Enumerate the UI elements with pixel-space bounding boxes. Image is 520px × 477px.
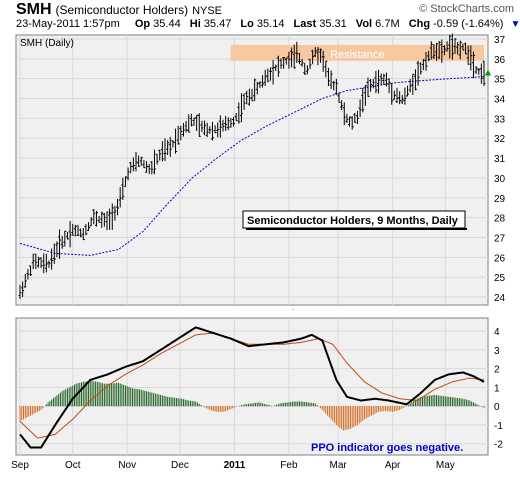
quote-low: Lo 35.14 (240, 18, 285, 30)
price-y-tick-label: 24 (494, 293, 506, 304)
quote-datetime: 23-May-2011 1:57pm (16, 18, 120, 30)
price-x-tick-label: Apr (385, 309, 401, 310)
ppo-x-tick-label: Apr (385, 460, 401, 471)
quote-open: Op 35.44 (134, 18, 181, 30)
ppo-plot-area (15, 317, 489, 456)
ppo-note: PPO indicator goes negative. (311, 442, 463, 454)
ppo-x-tick-label: Dec (171, 460, 189, 471)
price-y-tick-label: 27 (494, 234, 506, 245)
quote-high: Hi 35.47 (189, 18, 232, 30)
ppo-y-tick-label: 2 (494, 365, 500, 376)
last-price-arrow-icon (485, 69, 491, 76)
ppo-signal-line (19, 332, 485, 439)
ppo-y-tick-label: 4 (494, 327, 500, 338)
company-name: (Semiconductor Holders) (55, 3, 189, 17)
ppo-y-tick-label: -1 (494, 421, 503, 432)
ppo-y-tick-label: 3 (494, 346, 500, 357)
chart-header: SMH (Semiconductor Holders) NYSE © Stock… (16, 1, 520, 35)
quote-line: 23-May-2011 1:57pm Op 35.44 Hi 35.47 Lo … (16, 18, 520, 30)
ppo-x-tick-label: May (436, 460, 455, 471)
price-y-tick-label: 34 (494, 95, 506, 106)
price-y-tick-label: 29 (494, 194, 506, 205)
down-triangle-icon: ▼ (510, 19, 520, 30)
moving-average-line (19, 76, 485, 256)
price-y-tick-label: 25 (494, 273, 506, 284)
ticker-symbol: SMH (16, 1, 52, 18)
price-y-tick-label: 33 (494, 114, 506, 125)
price-y-tick-label: 32 (494, 134, 506, 145)
price-x-tick-label: Sep (11, 309, 29, 310)
price-x-tick-label: Nov (118, 309, 136, 310)
price-x-tick-label: 2011 (224, 309, 246, 310)
price-plot-area (15, 34, 489, 306)
chart-annotation: Semiconductor Holders, 9 Months, Daily (247, 215, 459, 227)
ppo-x-tick-label: Mar (330, 460, 348, 471)
ppo-x-tick-label: Feb (280, 460, 298, 471)
price-y-tick-label: 31 (494, 154, 506, 165)
price-y-tick-label: 28 (494, 214, 506, 225)
price-x-tick-label: Feb (280, 309, 298, 310)
ppo-y-tick-label: 0 (494, 402, 500, 413)
price-x-tick-label: Mar (330, 309, 348, 310)
exchange-name: NYSE (192, 5, 223, 17)
quote-change: Chg -0.59 (-1.64%) (408, 18, 504, 30)
price-x-tick-label: May (436, 309, 455, 310)
ppo-x-tick-label: Nov (118, 460, 136, 471)
ppo-x-tick-label: 2011 (224, 460, 246, 471)
price-y-tick-label: 26 (494, 253, 506, 264)
price-y-tick-label: 30 (494, 174, 506, 185)
ppo-y-tick-label: 1 (494, 383, 500, 394)
price-y-tick-label: 37 (494, 35, 506, 46)
ppo-x-tick-label: Sep (11, 460, 29, 471)
ppo-panel: -2 -1 0 1 2 3 4 Sep Oct Nov Dec 2011 Feb Mar Apr May PP… (11, 317, 503, 471)
ppo-y-tick-label: -2 (494, 440, 503, 451)
resistance-label: Resistance (330, 49, 384, 61)
watermark: © StockCharts.com (419, 3, 514, 15)
price-x-tick-label: Oct (65, 309, 81, 310)
title-line: SMH (Semiconductor Holders) NYSE (16, 1, 222, 19)
ppo-x-tick-label: Oct (65, 460, 81, 471)
price-y-tick-label: 36 (494, 55, 506, 66)
price-x-tick-label: Dec (171, 309, 189, 310)
ppo-line (19, 326, 485, 449)
quote-volume: Vol 6.7M (355, 18, 400, 30)
quote-last: Last 35.31 (293, 18, 347, 30)
price-y-tick-label: 35 (494, 75, 506, 86)
price-panel-label: SMH (Daily) (20, 38, 74, 49)
price-panel: Resistance 24 25 26 27 28 29 30 31 32 33 34 35 36 37 S… (11, 33, 506, 310)
